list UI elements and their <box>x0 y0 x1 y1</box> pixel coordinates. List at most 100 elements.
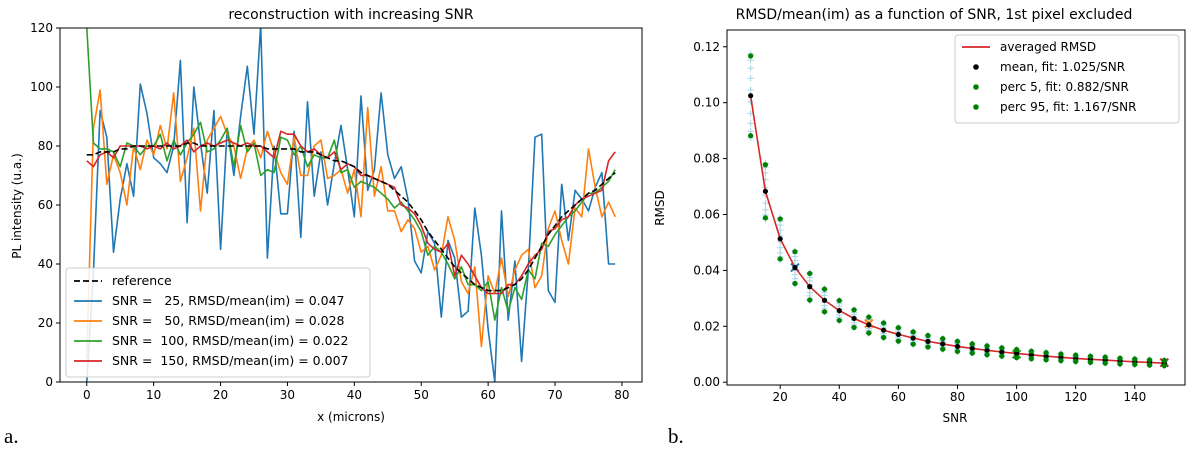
chart-a-xlabel: x (microns) <box>317 410 385 424</box>
chart-b-line-averaged-rmsd <box>749 95 1165 364</box>
chart-b-cross-10-6 <box>747 86 754 94</box>
chart-a-ytick-label-2: 40 <box>38 257 53 271</box>
chart-b-point-perc5-125 <box>1087 359 1094 365</box>
legend-a-label-snr25: SNR = 25, RMSD/mean(im) = 0.047 <box>112 293 345 308</box>
chart-b-point-perc95-40 <box>836 297 842 304</box>
chart-b-cross-10-8 <box>747 64 754 72</box>
chart-a-ytick-label-0: 0 <box>45 375 53 389</box>
chart-a-legend: reference SNR = 25, RMSD/mean(im) = 0.04… <box>65 267 371 378</box>
chart-b-point-perc5-35 <box>821 309 828 315</box>
chart-b-ytick-label-1: 0.02 <box>693 319 720 333</box>
legend-a-box <box>65 267 371 378</box>
chart-b-point-perc95-15 <box>762 162 769 168</box>
chart-a-ytick-label-4: 80 <box>38 139 53 153</box>
chart-b-point-perc5-135 <box>1117 361 1123 367</box>
chart-b-point-perc95-115 <box>1058 351 1064 357</box>
chart-b-cross-15-3 <box>762 206 769 213</box>
chart-b-point-mean-20 <box>777 236 783 242</box>
chart-a-line-snr25 <box>86 28 616 382</box>
chart-b-point-mean-55 <box>881 327 887 333</box>
chart-b-point-perc5-110 <box>1043 357 1049 363</box>
chart-a-xtick-label-5: 50 <box>414 388 429 402</box>
chart-b-point-perc95-45 <box>851 307 857 313</box>
chart-b-point-perc95-140 <box>1132 356 1138 362</box>
chart-b-frame <box>726 29 1186 386</box>
chart-b-cross-10-7 <box>747 75 754 82</box>
chart-b-point-perc5-10 <box>748 133 754 139</box>
chart-b-point-perc95-120 <box>1073 352 1079 358</box>
chart-a-axes: 0 10 20 30 40 50 60 70 80 0 20 40 60 80 100 120 <box>30 21 629 402</box>
chart-b-ytick-label-0: 0.00 <box>693 375 720 389</box>
chart-b-point-perc5-20 <box>777 256 783 262</box>
chart-b-point-perc95-145 <box>1146 357 1153 363</box>
chart-b-ytick-label-3: 0.06 <box>693 207 720 221</box>
chart-b-ytick-label-6: 0.12 <box>693 40 720 54</box>
chart-a-xtick-label-6: 60 <box>480 388 495 402</box>
chart-b-point-mean-30 <box>807 284 813 290</box>
chart-b-xlabel: SNR <box>943 411 968 425</box>
chart-b-point-mean-40 <box>836 308 842 314</box>
chart-b-point-mean-80 <box>954 343 961 350</box>
chart-b-point-perc95-80 <box>954 338 961 344</box>
chart-b-point-perc95-100 <box>1013 346 1020 353</box>
chart-b-point-mean-85 <box>969 345 975 351</box>
chart-b-point-perc95-95 <box>999 345 1005 351</box>
chart-b-point-perc95-35 <box>821 286 828 292</box>
chart-b-point-perc5-100 <box>1013 355 1020 361</box>
chart-b-point-mean-60 <box>895 331 901 338</box>
chart-b-ytick-label-2: 0.04 <box>693 263 720 277</box>
chart-b-point-perc95-65 <box>910 329 916 335</box>
chart-b-point-mean-95 <box>999 349 1005 355</box>
chart-b-point-perc5-55 <box>881 334 887 341</box>
chart-b-point-perc95-55 <box>881 320 887 326</box>
chart-a-xtick-label-4: 40 <box>347 388 362 402</box>
legend-a-label-snr150: SNR = 150, RMSD/mean(im) = 0.007 <box>112 353 348 368</box>
chart-b-point-perc95-75 <box>940 335 946 342</box>
chart-b-cross-15-4 <box>762 199 769 207</box>
chart-b-point-perc5-45 <box>851 324 857 331</box>
chart-a-ytick-label-1: 20 <box>38 316 53 330</box>
chart-a-ytick-label-6: 120 <box>30 21 53 35</box>
chart-a-frame <box>59 27 643 383</box>
chart-b-ylabel: RMSD <box>653 190 667 226</box>
legend-b-label-perc5: perc 5, fit: 0.882/SNR <box>1000 80 1129 94</box>
chart-a-lines <box>86 28 616 382</box>
chart-b-point-perc95-20 <box>777 216 783 222</box>
chart-b-point-perc95-10 <box>748 53 754 59</box>
legend-a-label-snr50: SNR = 50, RMSD/mean(im) = 0.028 <box>112 313 345 328</box>
chart-b-point-perc5-80 <box>954 348 961 355</box>
chart-b-point-perc95-150 <box>1161 357 1167 364</box>
chart-a-line-snr100 <box>86 28 616 321</box>
chart-b-point-perc5-120 <box>1073 358 1079 365</box>
chart-a-xtick-label-8: 80 <box>614 388 629 402</box>
chart-b-point-mean-110 <box>1043 353 1049 359</box>
chart-b-axes: 20 40 60 80 100 120 140 0.00 0.02 0.04 0.06 0.08 0.1… <box>693 40 1146 404</box>
chart-b-point-perc5-70 <box>925 344 931 350</box>
chart-b-point-perc5-115 <box>1058 358 1064 364</box>
chart-b-point-perc5-65 <box>910 341 916 347</box>
chart-b-cross-20-4 <box>776 244 784 251</box>
chart-a-xtick-label-3: 30 <box>280 388 295 402</box>
chart-b-point-mean-45 <box>851 315 857 322</box>
chart-b-ytick-label-4: 0.08 <box>693 152 720 166</box>
chart-a-line-snr50 <box>86 89 616 359</box>
chart-b-point-perc5-30 <box>807 297 813 303</box>
chart-b-point-perc5-75 <box>940 346 946 352</box>
chart-b-point-perc95-125 <box>1087 353 1094 359</box>
chart-b-point-perc95-105 <box>1028 348 1034 354</box>
chart-b-point-mean-35 <box>821 297 828 303</box>
chart-b-point-perc5-140 <box>1132 361 1138 368</box>
chart-b-xtick-label-0: 20 <box>773 390 788 404</box>
chart-b-xtick-label-4: 100 <box>1005 390 1028 404</box>
chart-panel-b: RMSD/mean(im) as a function of SNR, 1st … <box>653 7 1186 425</box>
legend-b-swatch-mean <box>973 64 979 70</box>
chart-b-point-mean-15 <box>762 188 769 194</box>
chart-b-xtick-label-6: 140 <box>1123 390 1146 404</box>
chart-b-xtick-label-5: 120 <box>1064 390 1087 404</box>
chart-b-point-perc95-25 <box>792 249 798 255</box>
chart-b-point-perc95-70 <box>925 332 931 339</box>
chart-b-cross-10-3 <box>747 120 754 127</box>
legend-b-label-perc95: perc 95, fit: 1.167/SNR <box>1000 100 1136 114</box>
chart-b-marks <box>748 53 1167 369</box>
